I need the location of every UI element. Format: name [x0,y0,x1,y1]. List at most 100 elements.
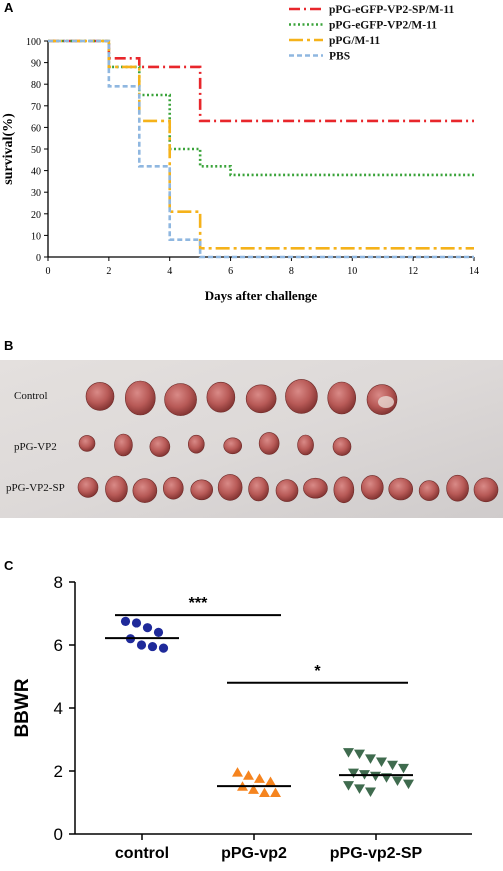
data-point [365,754,376,764]
x-axis-label: Days after challenge [205,288,318,303]
legend-label: pPG-eGFP-VP2-SP/M-11 [329,4,454,16]
y-ticks: 0 10 20 30 40 50 60 70 80 90 100 [26,37,48,264]
panel-c-letter: C [4,558,14,573]
data-point [153,627,164,637]
series-line-3 [48,39,474,250]
data-point [348,768,359,779]
c-x-tick-label: control [115,845,169,862]
tumor [187,434,205,454]
c-significance: **** [115,595,408,684]
row-label-vp2-sp: pPG-VP2-SP [6,482,65,494]
data-point [403,779,414,790]
x-tick-label: 8 [289,266,294,277]
y-tick-label: 60 [31,123,41,134]
y-tick-label: 0 [36,253,41,264]
row-label-control: Control [14,390,48,402]
y-tick-label: 100 [26,37,41,48]
x-tick-label: 6 [228,266,233,277]
tumor [223,437,243,455]
x-tick-label: 4 [167,266,172,277]
tumor [275,479,299,502]
data-point [254,773,265,783]
row-label-vp2: pPG-VP2 [14,441,57,453]
tumor [149,436,171,457]
c-data-points [105,616,414,798]
tumor [473,477,499,503]
x-tick-label: 12 [408,266,418,277]
data-point [147,641,158,652]
data-point [270,787,281,798]
x-tick-label: 2 [106,266,111,277]
tumor [360,475,384,500]
y-tick-label: 80 [31,80,41,91]
tumor [78,435,96,452]
tumor [190,479,214,501]
x-tick-label: 0 [46,266,51,277]
c-x-ticks: control pPG-vp2 pPG-vp2-SP [115,834,423,862]
data-point [248,784,259,794]
c-x-tick-label: pPG-vp2 [221,845,287,862]
tumor [388,477,414,501]
tumor [77,477,99,498]
tumor [297,434,314,456]
data-point [354,784,365,794]
tumor [327,381,357,415]
y-tick-label: 50 [31,145,41,156]
tumor [245,384,277,414]
tumor [418,480,440,501]
tumor [164,383,197,416]
tumor [285,379,318,414]
tumor [85,382,115,411]
tumor [114,433,133,457]
tumor [248,476,269,502]
tumor-rows [77,379,499,504]
data-point [343,781,354,791]
data-point [232,767,243,777]
tumor [333,476,355,504]
x-tick-label: 14 [469,266,479,277]
tumor [332,437,352,456]
tumor [217,474,243,501]
c-y-ticks: 0 2 4 6 8 [54,573,75,844]
panel-b: B Control pPG-VP2 pPG-VP2-SP [0,338,503,518]
c-x-tick-label: pPG-vp2-SP [330,845,423,862]
panel-a-letter: A [4,0,14,15]
panel-b-letter: B [4,338,14,353]
tumor [206,381,236,413]
y-tick-label: 70 [31,102,41,113]
c-y-tick-label: 0 [54,825,63,844]
y-tick-label: 90 [31,59,41,70]
y-tick-label: 40 [31,167,41,178]
tumor [303,477,328,499]
tumor [132,478,158,503]
x-ticks: 0 2 4 6 8 10 12 14 [46,257,479,277]
y-tick-label: 10 [31,231,41,242]
legend-label: pPG-eGFP-VP2/M-11 [329,20,437,32]
data-point [265,776,276,787]
series-line-4 [48,39,474,259]
data-point [158,643,169,653]
y-tick-label: 20 [31,210,41,221]
tumor-residue [378,396,394,408]
legend-label: pPG/M-11 [329,35,380,47]
c-y-tick-label: 4 [54,699,63,718]
tumor [162,476,184,500]
data-point [131,618,142,628]
tumor [105,475,128,503]
c-y-tick-label: 8 [54,573,63,592]
data-point [392,776,403,786]
data-point [343,748,354,758]
data-point [142,623,153,633]
c-y-axis-label: BBWR [12,678,33,737]
series-line-2 [48,39,474,177]
panel-a: A 0 10 20 30 40 50 60 70 80 90 100 0 2 4 6 8 10 12 14 pPG… [0,0,503,315]
data-point [387,760,398,771]
data-point [243,770,254,780]
c-y-tick-label: 2 [54,762,63,781]
data-point [259,787,270,798]
data-point [354,749,365,760]
x-tick-label: 10 [347,266,357,277]
survival-series [48,39,474,259]
